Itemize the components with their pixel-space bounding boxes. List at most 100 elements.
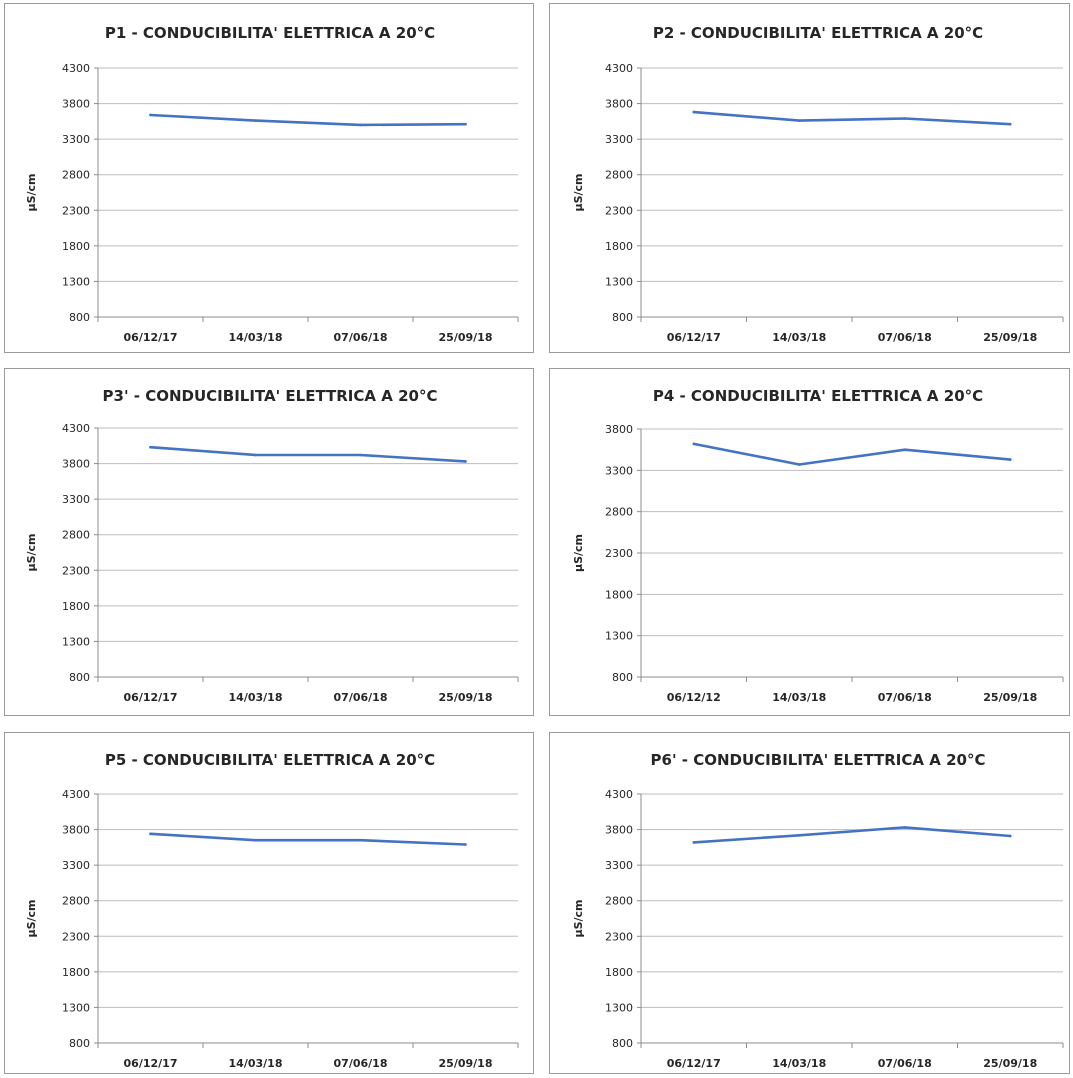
- data-point: [903, 826, 907, 829]
- chart-svg: P5 - CONDUCIBILITA' ELETTRICA A 20°C µS/c…: [25, 751, 519, 1070]
- chart-title: P6' - CONDUCIBILITA' ELETTRICA A 20°C: [651, 751, 986, 769]
- series-line: [149, 445, 467, 463]
- y-tick-label: 1300: [62, 275, 90, 288]
- x-tick-label: 14/03/18: [229, 331, 283, 344]
- y-tick-label: 1300: [605, 630, 633, 643]
- y-tick-label: 3300: [62, 493, 90, 506]
- x-tick-label: 07/06/18: [334, 691, 388, 704]
- y-tick-label: 1800: [605, 588, 633, 601]
- data-point: [359, 838, 362, 842]
- chart-svg: P6' - CONDUCIBILITA' ELETTRICA A 20°C µS/…: [572, 751, 1064, 1070]
- data-point: [903, 448, 907, 451]
- y-tick-label: 800: [69, 671, 90, 684]
- y-tick-label: 2800: [62, 895, 90, 908]
- y-tick-label: 800: [612, 671, 633, 684]
- y-tick-label: 2800: [605, 506, 633, 519]
- y-tick-label: 1800: [605, 240, 633, 253]
- y-tick-label: 1300: [605, 275, 633, 288]
- y-tick-label: 3800: [605, 423, 633, 436]
- y-tick-label: 3300: [62, 859, 90, 872]
- y-axis-label: µS/cm: [572, 534, 585, 572]
- y-tick-label: 3300: [605, 464, 633, 477]
- y-tick-label: 800: [612, 1037, 633, 1050]
- y-tick-label: 1800: [62, 600, 90, 613]
- y-tick-label: 3800: [62, 458, 90, 471]
- chart-title: P5 - CONDUCIBILITA' ELETTRICA A 20°C: [105, 751, 435, 769]
- x-tick-label: 06/12/12: [667, 691, 721, 704]
- series-line: [692, 826, 1012, 844]
- y-tick-label: 1800: [62, 966, 90, 979]
- y-tick-label: 3800: [605, 98, 633, 111]
- x-tick-label: 25/09/18: [439, 331, 493, 344]
- x-tick-label: 07/06/18: [878, 691, 932, 704]
- data-point: [1008, 834, 1012, 838]
- series-line: [149, 832, 467, 846]
- series-line: [149, 113, 467, 127]
- x-tick-label: 07/06/18: [334, 331, 388, 344]
- y-tick-label: 800: [69, 1037, 90, 1050]
- y-tick-label: 2300: [605, 930, 633, 943]
- chart-svg: P2 - CONDUCIBILITA' ELETTRICA A 20°C µS/c…: [572, 24, 1064, 344]
- y-tick-label: 2800: [62, 169, 90, 182]
- y-tick-label: 2800: [605, 895, 633, 908]
- chart-panel-p5: P5 - CONDUCIBILITA' ELETTRICA A 20°C µS/c…: [4, 732, 534, 1074]
- y-tick-label: 4300: [605, 788, 633, 801]
- y-tick-label: 1800: [62, 240, 90, 253]
- data-point: [359, 453, 362, 457]
- chart-svg: P1 - CONDUCIBILITA' ELETTRICA A 20°C µS/c…: [25, 24, 519, 344]
- x-tick-label: 07/06/18: [878, 331, 932, 344]
- y-tick-label: 2800: [605, 169, 633, 182]
- x-tick-label: 06/12/17: [124, 331, 178, 344]
- y-tick-label: 3300: [62, 133, 90, 146]
- data-point: [254, 453, 257, 457]
- y-tick-label: 1300: [605, 1001, 633, 1014]
- data-point: [1008, 122, 1012, 126]
- data-point: [797, 463, 801, 466]
- y-tick-label: 1800: [605, 966, 633, 979]
- x-tick-label: 25/09/18: [983, 691, 1037, 704]
- y-tick-label: 2300: [62, 564, 90, 577]
- data-point: [692, 110, 696, 114]
- x-tick-label: 06/12/17: [124, 691, 178, 704]
- y-axis-label: µS/cm: [572, 899, 585, 937]
- y-tick-label: 4300: [62, 422, 90, 435]
- y-tick-label: 4300: [605, 62, 633, 75]
- chart-title: P1 - CONDUCIBILITA' ELETTRICA A 20°C: [105, 24, 435, 42]
- y-tick-label: 800: [69, 311, 90, 324]
- x-tick-label: 07/06/18: [334, 1057, 388, 1070]
- data-point: [149, 832, 152, 836]
- x-tick-label: 25/09/18: [439, 691, 493, 704]
- y-axis-label: µS/cm: [25, 899, 38, 937]
- y-tick-label: 4300: [62, 788, 90, 801]
- chart-panel-p4: P4 - CONDUCIBILITA' ELETTRICA A 20°C µS/c…: [549, 368, 1070, 716]
- x-tick-label: 06/12/17: [667, 331, 721, 344]
- data-point: [149, 445, 152, 449]
- y-tick-label: 3800: [605, 824, 633, 837]
- data-point: [797, 833, 801, 837]
- y-tick-label: 2300: [62, 204, 90, 217]
- y-tick-label: 800: [612, 311, 633, 324]
- data-point: [359, 123, 362, 127]
- x-tick-label: 14/03/18: [229, 691, 283, 704]
- y-tick-label: 4300: [62, 62, 90, 75]
- chart-svg: P4 - CONDUCIBILITA' ELETTRICA A 20°C µS/c…: [572, 387, 1064, 704]
- y-axis-label: µS/cm: [25, 533, 38, 571]
- x-tick-label: 14/03/18: [772, 331, 826, 344]
- data-point: [1008, 458, 1012, 461]
- data-point: [464, 122, 467, 126]
- x-tick-label: 07/06/18: [878, 1057, 932, 1070]
- chart-panel-p6: P6' - CONDUCIBILITA' ELETTRICA A 20°C µS/…: [549, 732, 1070, 1074]
- data-point: [149, 113, 152, 117]
- series-line: [692, 110, 1012, 126]
- x-tick-label: 06/12/17: [667, 1057, 721, 1070]
- x-tick-label: 25/09/18: [983, 331, 1037, 344]
- data-point: [254, 838, 257, 842]
- data-point: [254, 119, 257, 122]
- x-tick-label: 25/09/18: [983, 1057, 1037, 1070]
- chart-panel-p3: P3' - CONDUCIBILITA' ELETTRICA A 20°C µS/…: [4, 368, 534, 716]
- chart-title: P3' - CONDUCIBILITA' ELETTRICA A 20°C: [103, 387, 438, 405]
- y-tick-label: 3800: [62, 824, 90, 837]
- chart-svg: P3' - CONDUCIBILITA' ELETTRICA A 20°C µS/…: [25, 387, 519, 704]
- y-tick-label: 3300: [605, 859, 633, 872]
- y-tick-label: 2300: [605, 547, 633, 560]
